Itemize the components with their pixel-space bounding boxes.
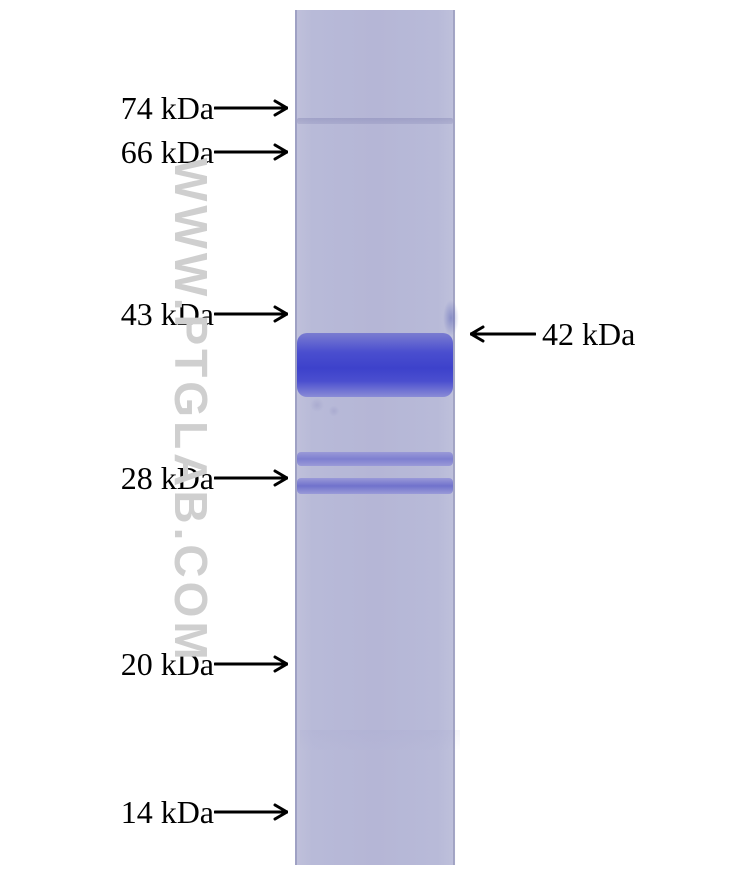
arrow-right-icon	[214, 140, 288, 164]
arrow-left-icon	[470, 322, 536, 346]
mw-marker-0: 74 kDa	[0, 88, 288, 128]
mw-marker-label-0: 74 kDa	[10, 90, 214, 127]
gel-band-3	[297, 478, 453, 494]
arrow-right-icon	[214, 652, 288, 676]
mw-marker-label-3: 28 kDa	[10, 460, 214, 497]
lane-artifact-0	[310, 398, 324, 412]
mw-marker-label-5: 14 kDa	[10, 794, 214, 831]
gel-band-2	[297, 452, 453, 466]
mw-marker-label-4: 20 kDa	[10, 646, 214, 683]
arrow-right-icon	[214, 800, 288, 824]
arrow-right-icon	[214, 96, 288, 120]
mw-marker-4: 20 kDa	[0, 644, 288, 684]
arrow-right-icon	[214, 466, 288, 490]
gel-band-1	[297, 333, 453, 397]
arrow-right-icon	[214, 302, 288, 326]
mw-marker-2: 43 kDa	[0, 294, 288, 334]
lane-artifact-3	[300, 730, 460, 750]
band-annotation-label: 42 kDa	[542, 316, 635, 353]
mw-marker-label-1: 66 kDa	[10, 134, 214, 171]
lane-artifact-1	[328, 406, 340, 416]
band-annotation: 42 kDa	[470, 314, 635, 354]
lane-artifact-2	[443, 300, 459, 336]
mw-marker-3: 28 kDa	[0, 458, 288, 498]
mw-marker-1: 66 kDa	[0, 132, 288, 172]
watermark-text: WWW.PTGLAB.COM	[164, 158, 218, 664]
gel-band-0	[297, 118, 453, 124]
mw-marker-label-2: 43 kDa	[10, 296, 214, 333]
mw-marker-5: 14 kDa	[0, 792, 288, 832]
